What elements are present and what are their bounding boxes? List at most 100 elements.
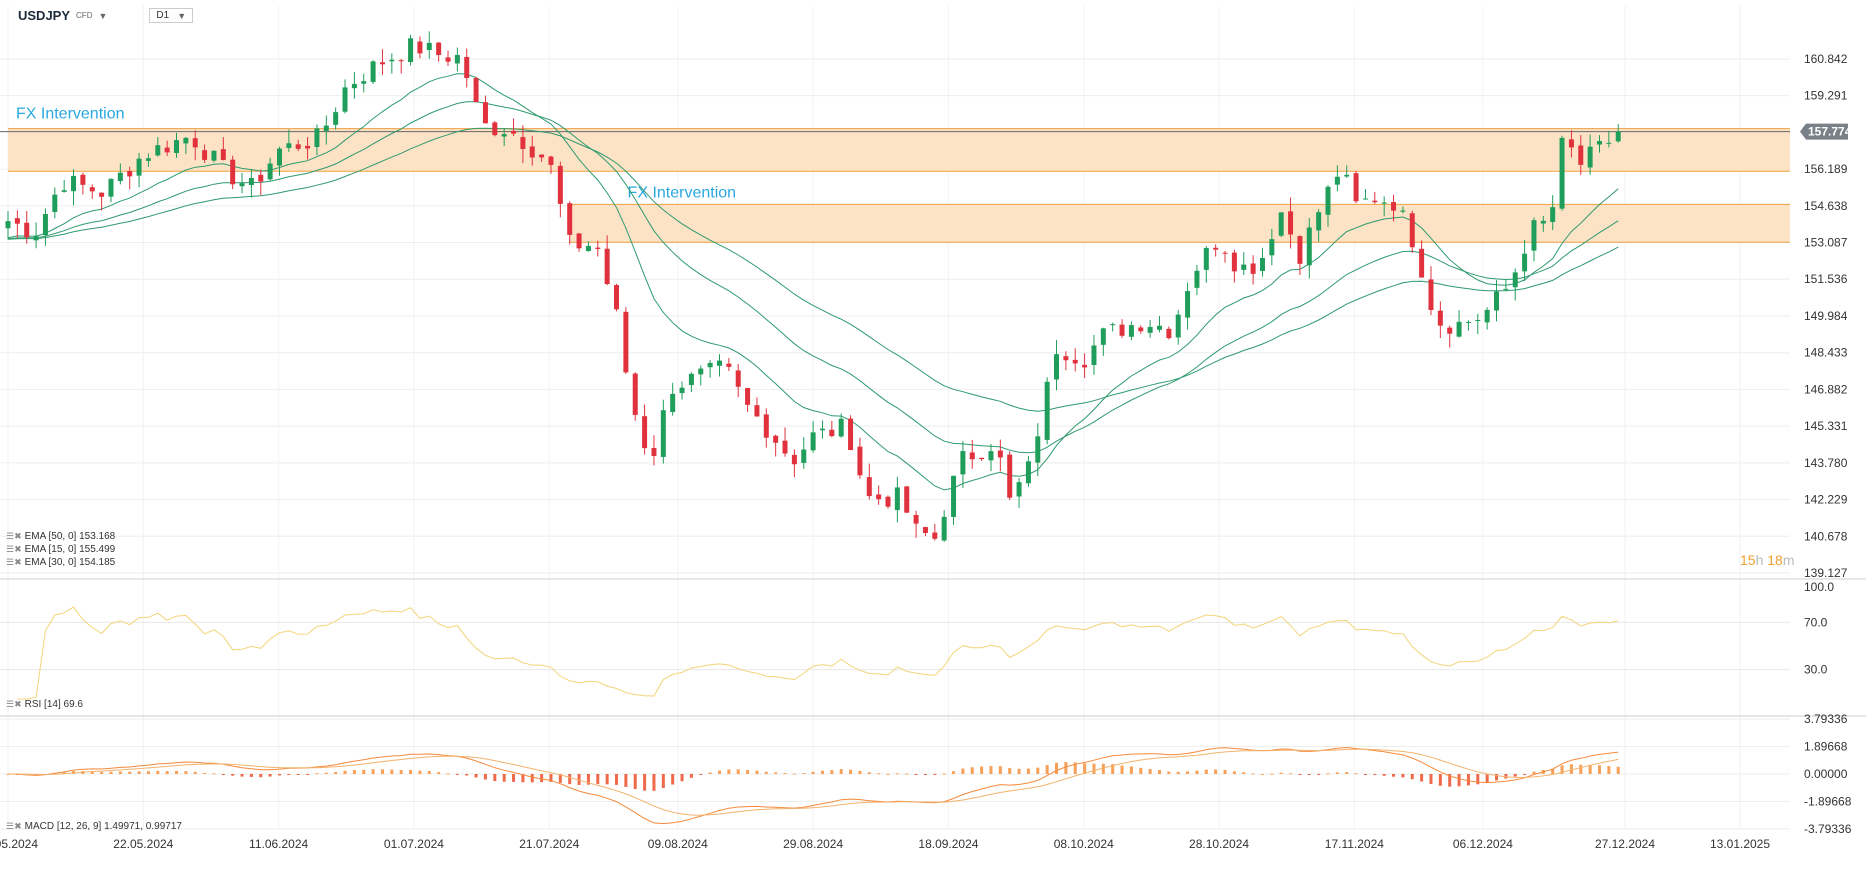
candle-body xyxy=(108,178,114,197)
indicator-ema-30[interactable]: ☰✖ EMA [30, 0] 154.185 xyxy=(6,557,115,568)
macd-histogram-bar xyxy=(1307,774,1311,775)
candle-body xyxy=(305,145,311,149)
candle-body xyxy=(1297,236,1303,264)
macd-histogram-bar xyxy=(998,766,1002,774)
price-tick-label: 143.780 xyxy=(1804,456,1848,470)
macd-histogram-bar xyxy=(1204,769,1208,774)
candle-body xyxy=(585,245,591,252)
candle-body xyxy=(698,368,704,375)
candle-body xyxy=(1288,211,1294,235)
candle-body xyxy=(567,203,573,235)
symbol-dropdown-icon[interactable]: ▼ xyxy=(98,10,108,21)
candle-body xyxy=(754,405,760,417)
macd-histogram-bar xyxy=(858,770,862,774)
price-tick-label: 148.433 xyxy=(1804,346,1848,360)
macd-line xyxy=(7,746,1619,825)
candle-body xyxy=(1241,264,1247,270)
macd-histogram-bar xyxy=(1083,763,1087,774)
indicator-rsi[interactable]: ☰✖ RSI [14] 69.6 xyxy=(6,699,83,710)
macd-histogram-bar xyxy=(942,773,946,775)
indicator-ema-15[interactable]: ☰✖ EMA [15, 0] 155.499 xyxy=(6,544,115,555)
date-tick-label: 22.05.2024 xyxy=(113,837,173,851)
candle-body xyxy=(1428,279,1434,310)
macd-histogram-bar xyxy=(1551,768,1555,774)
intervention-zone xyxy=(8,128,1790,172)
candle-body xyxy=(716,360,722,366)
macd-histogram-bar xyxy=(1298,774,1302,775)
macd-histogram-bar xyxy=(212,773,216,775)
countdown-minutes: 18 xyxy=(1767,552,1783,568)
macd-histogram-bar xyxy=(474,774,478,778)
macd-histogram-bar xyxy=(1495,774,1499,781)
price-tick-label: 149.984 xyxy=(1804,309,1848,323)
candle-body xyxy=(501,134,507,137)
candle-body xyxy=(1213,247,1219,250)
macd-histogram-bar xyxy=(1223,769,1227,774)
candle-body xyxy=(688,373,694,386)
macd-histogram-bar xyxy=(867,772,871,774)
macd-histogram-bar xyxy=(577,774,581,785)
countdown-hours: 15 xyxy=(1740,552,1756,568)
candle-body xyxy=(1353,173,1359,202)
date-tick-label: 27.12.2024 xyxy=(1595,837,1655,851)
timeframe-select[interactable]: D1 ▼ xyxy=(149,8,194,23)
macd-histogram-bar xyxy=(671,774,675,785)
candle-body xyxy=(1306,227,1312,266)
macd-histogram-bar xyxy=(1326,773,1330,775)
macd-histogram-bar xyxy=(502,774,506,782)
current-price-label: 157.774 xyxy=(1808,125,1852,139)
macd-histogram-bar xyxy=(661,774,665,789)
candle-body xyxy=(885,496,891,507)
macd-histogram-bar xyxy=(1111,764,1115,774)
date-tick-label: 01.07.2024 xyxy=(384,837,444,851)
candle-body xyxy=(473,78,479,103)
candle-body xyxy=(1559,137,1565,209)
macd-histogram-bar xyxy=(446,773,450,775)
macd-histogram-bar xyxy=(839,769,843,774)
candle-body xyxy=(1316,212,1322,231)
macd-histogram-bar xyxy=(343,770,347,774)
macd-histogram-bar xyxy=(540,774,544,783)
candle-body xyxy=(267,163,273,180)
macd-histogram-bar xyxy=(287,774,291,775)
price-tick-label: 156.189 xyxy=(1804,162,1848,176)
price-tick-label: 153.087 xyxy=(1804,236,1848,250)
price-tick-label: 139.127 xyxy=(1804,566,1848,580)
candle-body xyxy=(857,446,863,476)
candle-body xyxy=(1054,354,1060,380)
macd-histogram-bar xyxy=(1157,770,1161,774)
candle-body xyxy=(155,145,161,156)
macd-histogram-bar xyxy=(146,771,150,774)
macd-histogram-bar xyxy=(1008,768,1012,774)
macd-histogram-bar xyxy=(1279,772,1283,774)
macd-histogram-bar xyxy=(512,774,516,782)
rsi-tick-label: 70.0 xyxy=(1804,615,1828,629)
macd-histogram-bar xyxy=(1401,774,1405,778)
price-tick-label: 140.678 xyxy=(1804,529,1848,543)
price-tick-label: 151.536 xyxy=(1804,272,1848,286)
indicator-ema-30-label: EMA [30, 0] 154.185 xyxy=(24,557,116,568)
indicator-macd[interactable]: ☰✖ MACD [12, 26, 9] 1.49971, 0.99717 xyxy=(6,821,182,832)
macd-histogram-bar xyxy=(1120,765,1124,774)
macd-histogram-bar xyxy=(1101,763,1105,774)
candle-body xyxy=(192,138,198,148)
candle-body xyxy=(24,222,30,238)
candle-body xyxy=(1147,326,1153,333)
candle-body xyxy=(745,388,751,405)
macd-histogram-bar xyxy=(1045,765,1049,774)
candle-body xyxy=(1082,364,1088,368)
macd-histogram-bar xyxy=(530,774,534,783)
candle-body xyxy=(1259,257,1265,271)
candle-body xyxy=(5,221,11,229)
candle-body xyxy=(1522,253,1528,272)
indicator-ema-50[interactable]: ☰✖ EMA [50, 0] 153.168 xyxy=(6,531,115,542)
candle-body xyxy=(876,494,882,500)
candle-body xyxy=(829,429,835,437)
macd-histogram-bar xyxy=(221,774,225,775)
macd-histogram-bar xyxy=(783,773,787,775)
macd-histogram-bar xyxy=(1607,766,1611,774)
candle-body xyxy=(1175,314,1181,338)
macd-histogram-bar xyxy=(933,774,937,775)
macd-histogram-bar xyxy=(1026,768,1030,774)
